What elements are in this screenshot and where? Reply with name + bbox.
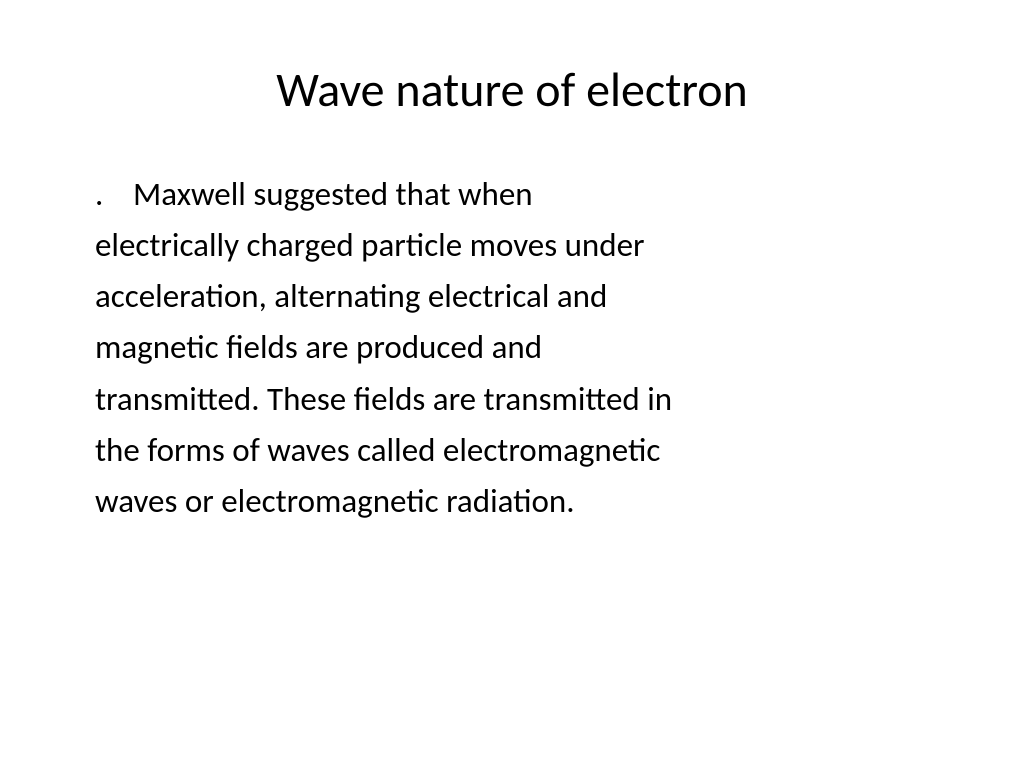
body-line-1-text: Maxwell suggested that when [133, 174, 533, 214]
body-line-2: electrically charged particle moves unde… [95, 220, 929, 271]
body-line-4: magnetic fields are produced and [95, 322, 929, 373]
slide-container: Wave nature of electron .Maxwell suggest… [0, 0, 1024, 768]
body-line-7: waves or electromagnetic radiation. [95, 476, 929, 527]
body-line-3: acceleration, alternating electrical and [95, 271, 929, 322]
body-line-5: transmitted. These fields are transmitte… [95, 374, 929, 425]
body-line-6: the forms of waves called electromagneti… [95, 425, 929, 476]
bullet-marker: . [95, 169, 133, 220]
slide-body: .Maxwell suggested that when electricall… [95, 169, 929, 527]
slide-title: Wave nature of electron [95, 60, 929, 119]
body-line-1: .Maxwell suggested that when [95, 169, 929, 220]
